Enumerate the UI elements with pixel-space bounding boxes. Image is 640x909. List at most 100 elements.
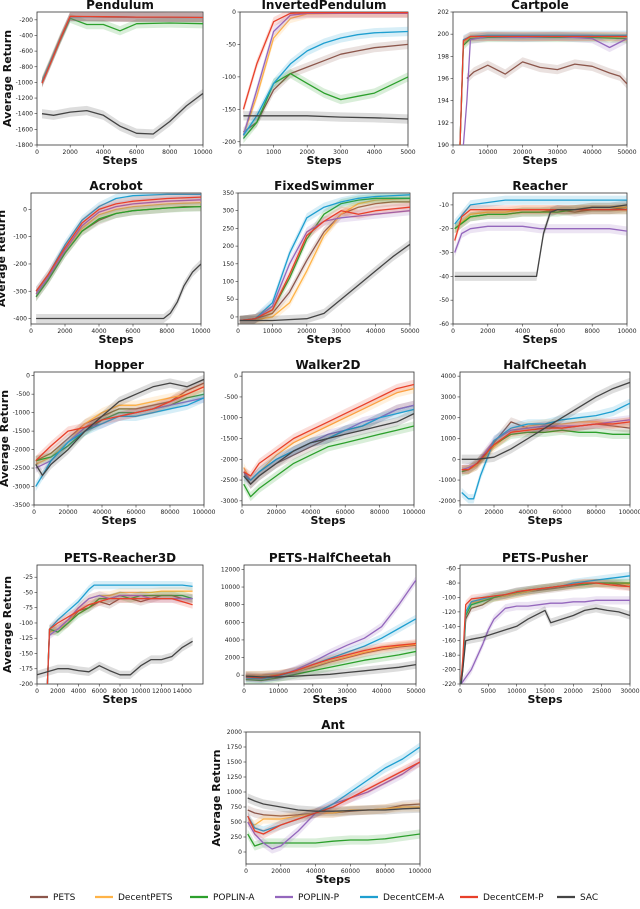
fixedswimmer-title: FixedSwimmer — [274, 179, 374, 193]
pets-pusher-x-tick-label: 25000 — [592, 688, 611, 695]
acrobot-line-decentcem-p — [35, 196, 201, 292]
pendulum-x-tick-label: 0 — [35, 149, 39, 156]
acrobot-band-poplin-a — [36, 202, 201, 302]
pendulum-x-tick-label: 6000 — [129, 149, 144, 156]
halfcheetah-title: HalfCheetah — [503, 358, 586, 372]
invertedpendulum-y-tick-label: -200 — [222, 139, 236, 146]
pets-reacher3d-x-tick-label: 6000 — [92, 688, 107, 695]
ant-line-decentpets — [247, 806, 420, 826]
reacher-band-poplin-p — [454, 221, 627, 258]
hopper-y-tick-label: -1000 — [13, 410, 31, 417]
pendulum-line-sac — [41, 92, 203, 135]
reacher-y-tick-label: -30 — [439, 250, 449, 257]
legend-label-decentpets: DecentPETS — [118, 893, 173, 903]
reacher-band-decentpets — [454, 202, 627, 234]
fixedswimmer-x-tick-label: 20000 — [297, 328, 316, 335]
pets-halfcheetah-band-decentcem-a — [245, 614, 416, 683]
walker2d-line-sac — [243, 413, 414, 485]
pendulum-band-poplin-p — [42, 12, 203, 88]
ant-y-tick-label: 1500 — [227, 759, 242, 766]
pendulum-x-tick-label: 2000 — [63, 149, 78, 156]
pendulum-title: Pendulum — [86, 0, 154, 12]
acrobot-x-tick-label: 4000 — [91, 328, 106, 335]
invertedpendulum-series-group — [242, 12, 408, 144]
pets-pusher-x-tick-label: 10000 — [507, 688, 526, 695]
pendulum-y-tick-label: -1600 — [16, 126, 34, 133]
pets-reacher3d-y-tick-label: -150 — [19, 650, 33, 657]
hopper-plot-area — [33, 371, 205, 506]
hopper-x-tick-label: 0 — [32, 509, 36, 516]
pets-halfcheetah-x-tick-label: 10000 — [269, 688, 288, 695]
pets-reacher3d-x-tick-label: 2000 — [50, 688, 65, 695]
fixedswimmer-y-tick-label: 300 — [223, 208, 235, 215]
panel-cartpole: Cartpole Steps 0 10000 20000 30000 40000 50000 1… — [438, 0, 637, 167]
legend-label-sac: SAC — [580, 893, 598, 903]
ant-plot-area — [245, 731, 421, 865]
halfcheetah-y-tick-label: -2000 — [439, 498, 457, 505]
ant-band-poplin-p — [247, 757, 420, 854]
cartpole-x-tick-label: 30000 — [548, 149, 567, 156]
ant-title: Ant — [321, 718, 345, 732]
pets-pusher-y-tick-label: -60 — [446, 566, 456, 573]
invertedpendulum-line-pets — [243, 43, 408, 133]
pendulum-x-label: Steps — [102, 154, 138, 167]
ant-y-tick-label: 1250 — [227, 774, 242, 781]
ant-y-tick-label: 2000 — [227, 729, 242, 736]
panel-pets-pusher: PETS-Pusher Steps 0 5000 10000 15000 20000 2500… — [442, 551, 639, 706]
halfcheetah-x-tick-label: 20000 — [484, 509, 503, 516]
fixedswimmer-y-tick-label: 250 — [223, 225, 235, 232]
pets-halfcheetah-x-label: Steps — [312, 693, 348, 706]
fixedswimmer-series-group — [239, 193, 410, 324]
acrobot-x-tick-label: 0 — [29, 328, 33, 335]
invertedpendulum-line-decentcem-a — [242, 30, 408, 136]
hopper-line-decentcem-p — [35, 386, 204, 462]
walker2d-x-tick-label: 80000 — [370, 509, 389, 516]
legend-label-pets: PETS — [53, 893, 76, 903]
reacher-y-tick-label: -10 — [439, 202, 449, 209]
pendulum-band-decentcem-a — [42, 12, 203, 87]
ant-y-tick-label: 0 — [238, 849, 242, 856]
legend-label-poplin-p: POPLIN-P — [298, 893, 340, 903]
pets-pusher-x-tick-label: 5000 — [481, 688, 496, 695]
pets-reacher3d-y-tick-label: -75 — [23, 605, 33, 612]
pets-halfcheetah-y-tick-label: 6000 — [225, 619, 240, 626]
halfcheetah-band-sac — [461, 377, 630, 464]
walker2d-line-decentcem-p — [243, 383, 414, 477]
pets-reacher3d-y-tick-label: -50 — [23, 589, 33, 596]
walker2d-y-tick-label: -500 — [224, 394, 238, 401]
reacher-y-tick-label: -20 — [439, 226, 449, 233]
pets-halfcheetah-band-decentcem-p — [245, 639, 416, 682]
cartpole-line-decentcem-p — [459, 35, 627, 145]
pets-pusher-y-tick-label: -120 — [442, 609, 456, 616]
halfcheetah-y-tick-label: 1000 — [441, 436, 456, 443]
pets-pusher-y-tick-label: -200 — [442, 667, 456, 674]
reacher-y-tick-label: -50 — [439, 297, 449, 304]
fixedswimmer-x-tick-label: 40000 — [366, 328, 385, 335]
invertedpendulum-y-tick-label: -50 — [226, 41, 236, 48]
pets-reacher3d-y-tick-label: -200 — [19, 681, 33, 688]
halfcheetah-x-label: Steps — [527, 514, 563, 527]
pets-pusher-y-tick-label: -160 — [442, 638, 456, 645]
cartpole-line-pets — [466, 61, 627, 85]
pets-reacher3d-y-tick-label: -100 — [19, 620, 33, 627]
invertedpendulum-band-pets — [243, 39, 408, 137]
pets-reacher3d-x-tick-label: 8000 — [112, 688, 127, 695]
fixedswimmer-y-tick-label: 100 — [223, 279, 235, 286]
pendulum-y-tick-label: -1400 — [16, 111, 34, 118]
acrobot-band-poplin-p — [36, 195, 201, 299]
halfcheetah-x-tick-label: 0 — [458, 509, 462, 516]
reacher-band-decentcem-a — [454, 195, 627, 229]
invertedpendulum-band-sac — [243, 111, 408, 124]
reacher-band-poplin-a — [454, 205, 627, 234]
hopper-x-tick-label: 60000 — [126, 509, 145, 516]
reacher-x-tick-label: 6000 — [550, 328, 565, 335]
pendulum-band-decentcem-p — [42, 12, 203, 88]
acrobot-band-sac — [36, 259, 201, 324]
pendulum-x-tick-label: 10000 — [193, 149, 212, 156]
panel-pendulum: Pendulum Steps Average Return 0 2000 4000 6000… — [1, 0, 213, 167]
acrobot-line-poplin-a — [35, 205, 201, 298]
cartpole-y-tick-label: 190 — [438, 142, 450, 149]
